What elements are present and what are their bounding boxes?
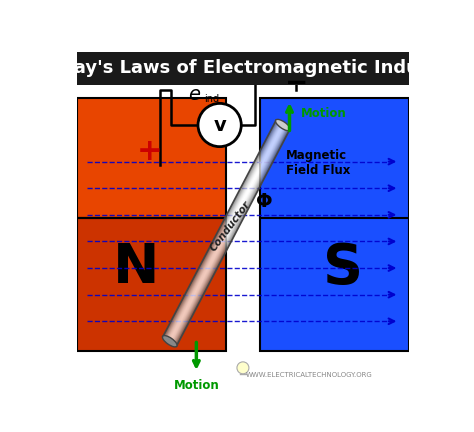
Polygon shape	[164, 121, 277, 337]
Polygon shape	[165, 121, 278, 338]
Circle shape	[198, 103, 241, 146]
Text: $\it{e}$: $\it{e}$	[188, 85, 201, 104]
Polygon shape	[166, 123, 280, 339]
Polygon shape	[164, 121, 277, 337]
Text: +: +	[137, 137, 163, 166]
Circle shape	[237, 362, 249, 374]
Polygon shape	[169, 124, 283, 341]
Text: S: S	[323, 241, 363, 295]
Polygon shape	[175, 129, 289, 345]
Text: Conductor: Conductor	[208, 200, 253, 254]
Polygon shape	[170, 125, 283, 342]
Text: v: v	[213, 115, 226, 134]
Text: ind: ind	[204, 94, 219, 104]
Polygon shape	[173, 127, 286, 344]
Polygon shape	[174, 128, 288, 345]
Text: Motion: Motion	[173, 379, 219, 393]
Polygon shape	[175, 128, 288, 345]
Text: Φ: Φ	[256, 192, 273, 211]
Polygon shape	[176, 130, 290, 346]
Polygon shape	[174, 128, 287, 344]
Polygon shape	[171, 126, 285, 343]
Text: Magnetic
Field Flux: Magnetic Field Flux	[286, 149, 351, 177]
Polygon shape	[171, 126, 284, 342]
Polygon shape	[168, 124, 282, 340]
Polygon shape	[173, 127, 286, 343]
Polygon shape	[167, 123, 281, 340]
Ellipse shape	[163, 336, 177, 347]
Polygon shape	[167, 124, 281, 340]
Bar	[77, 52, 409, 85]
Polygon shape	[165, 122, 279, 338]
Text: Motion: Motion	[301, 107, 347, 120]
Text: N: N	[113, 241, 160, 295]
Polygon shape	[173, 127, 287, 344]
Text: Faraday's Laws of Electromagnetic Induction: Faraday's Laws of Electromagnetic Induct…	[17, 59, 469, 77]
Bar	[77, 218, 226, 351]
Polygon shape	[166, 123, 280, 339]
Polygon shape	[164, 121, 278, 338]
Polygon shape	[168, 124, 282, 340]
Text: −: −	[284, 70, 308, 98]
Polygon shape	[172, 126, 285, 343]
Text: WWW.ELECTRICALTECHNOLOGY.ORG: WWW.ELECTRICALTECHNOLOGY.ORG	[246, 372, 373, 378]
Polygon shape	[163, 120, 276, 337]
Polygon shape	[172, 127, 285, 343]
Bar	[77, 98, 226, 218]
Polygon shape	[176, 129, 289, 346]
Polygon shape	[169, 125, 283, 341]
Polygon shape	[170, 125, 284, 342]
Polygon shape	[165, 122, 279, 339]
Bar	[260, 98, 409, 351]
Ellipse shape	[275, 119, 290, 131]
